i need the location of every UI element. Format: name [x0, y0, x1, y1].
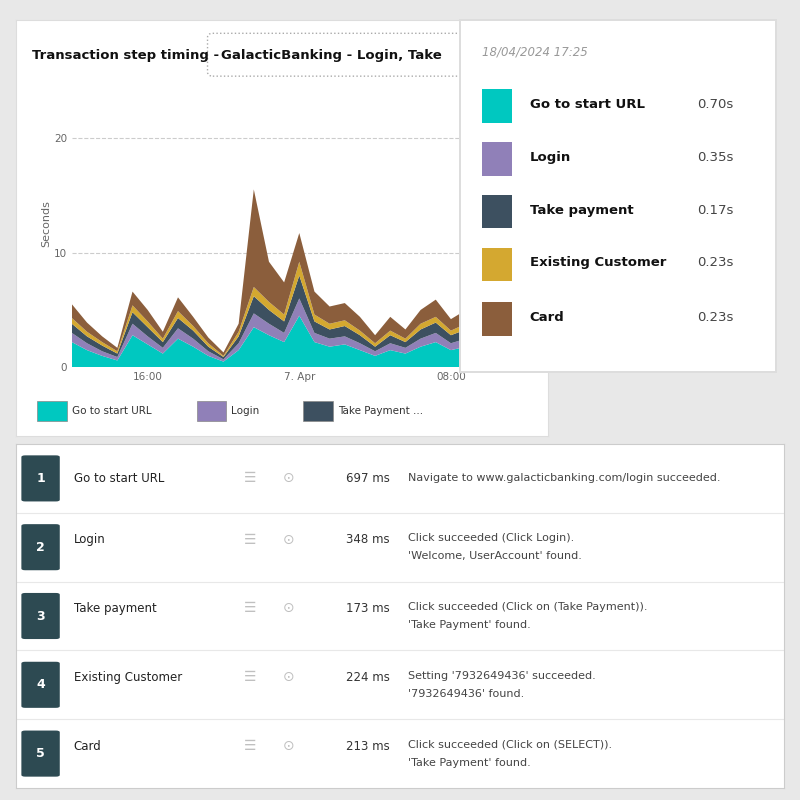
FancyBboxPatch shape: [482, 248, 512, 282]
Text: 1: 1: [36, 472, 45, 485]
Text: 4: 4: [36, 678, 45, 691]
Text: Go to start URL: Go to start URL: [72, 406, 151, 416]
Text: 5: 5: [36, 747, 45, 760]
Text: ☰: ☰: [244, 471, 257, 486]
FancyBboxPatch shape: [482, 195, 512, 229]
Text: ⊙: ⊙: [283, 533, 294, 546]
Text: 697 ms: 697 ms: [346, 472, 390, 485]
FancyBboxPatch shape: [482, 142, 512, 176]
Text: Existing Customer: Existing Customer: [530, 256, 666, 270]
FancyBboxPatch shape: [197, 402, 226, 422]
Text: ⊙: ⊙: [283, 670, 294, 684]
Text: 0.23s: 0.23s: [697, 311, 734, 324]
Text: ☰: ☰: [244, 670, 257, 684]
Text: 173 ms: 173 ms: [346, 602, 390, 615]
FancyBboxPatch shape: [22, 662, 60, 708]
FancyBboxPatch shape: [303, 402, 333, 422]
Text: 213 ms: 213 ms: [346, 739, 390, 753]
Text: Existing Customer: Existing Customer: [74, 670, 182, 684]
Text: Take Payment ...: Take Payment ...: [338, 406, 423, 416]
FancyBboxPatch shape: [22, 455, 60, 502]
Text: 'Welcome, UserAccount' found.: 'Welcome, UserAccount' found.: [408, 551, 582, 561]
FancyBboxPatch shape: [38, 402, 66, 422]
Text: 'Take Payment' found.: 'Take Payment' found.: [408, 620, 530, 630]
Text: Login: Login: [231, 406, 260, 416]
Text: ☰: ☰: [244, 602, 257, 615]
Text: 3: 3: [36, 610, 45, 622]
Text: Click succeeded (Click on (SELECT)).: Click succeeded (Click on (SELECT)).: [408, 740, 612, 750]
Text: 0.23s: 0.23s: [697, 256, 734, 270]
Text: Click succeeded (Click Login).: Click succeeded (Click Login).: [408, 534, 574, 543]
FancyBboxPatch shape: [460, 20, 776, 372]
Text: ⊙: ⊙: [283, 471, 294, 486]
Text: Click succeeded (Click on (Take Payment)).: Click succeeded (Click on (Take Payment)…: [408, 602, 647, 612]
Text: Navigate to www.galacticbanking.com/login succeeded.: Navigate to www.galacticbanking.com/logi…: [408, 474, 720, 483]
FancyBboxPatch shape: [482, 90, 512, 123]
FancyBboxPatch shape: [482, 302, 512, 336]
Text: 348 ms: 348 ms: [346, 533, 390, 546]
Text: 2: 2: [36, 541, 45, 554]
Text: Setting '7932649436' succeeded.: Setting '7932649436' succeeded.: [408, 671, 595, 681]
Text: 0.70s: 0.70s: [697, 98, 734, 111]
Text: GalacticBanking - Login, Take: GalacticBanking - Login, Take: [221, 49, 442, 62]
Text: Take payment: Take payment: [74, 602, 156, 615]
FancyBboxPatch shape: [22, 524, 60, 570]
Text: 'Take Payment' found.: 'Take Payment' found.: [408, 758, 530, 767]
Y-axis label: Seconds: Seconds: [41, 201, 51, 247]
FancyBboxPatch shape: [22, 730, 60, 777]
Text: Login: Login: [74, 533, 106, 546]
Text: Take payment: Take payment: [530, 203, 633, 217]
Text: 0.35s: 0.35s: [697, 150, 734, 164]
Text: Go to start URL: Go to start URL: [530, 98, 645, 111]
Text: ⊙: ⊙: [283, 739, 294, 753]
Text: ☰: ☰: [244, 533, 257, 546]
Text: ⊙: ⊙: [283, 602, 294, 615]
Text: Card: Card: [74, 739, 102, 753]
Text: '7932649436' found.: '7932649436' found.: [408, 689, 524, 698]
Text: Transaction step timing -: Transaction step timing -: [32, 49, 224, 62]
Text: Go to start URL: Go to start URL: [74, 472, 164, 485]
FancyBboxPatch shape: [22, 593, 60, 639]
Text: 224 ms: 224 ms: [346, 670, 390, 684]
Text: Card: Card: [530, 311, 564, 324]
Text: ☰: ☰: [244, 739, 257, 753]
Text: Login: Login: [530, 150, 570, 164]
Text: 18/04/2024 17:25: 18/04/2024 17:25: [482, 45, 588, 58]
Text: 0.17s: 0.17s: [697, 203, 734, 217]
